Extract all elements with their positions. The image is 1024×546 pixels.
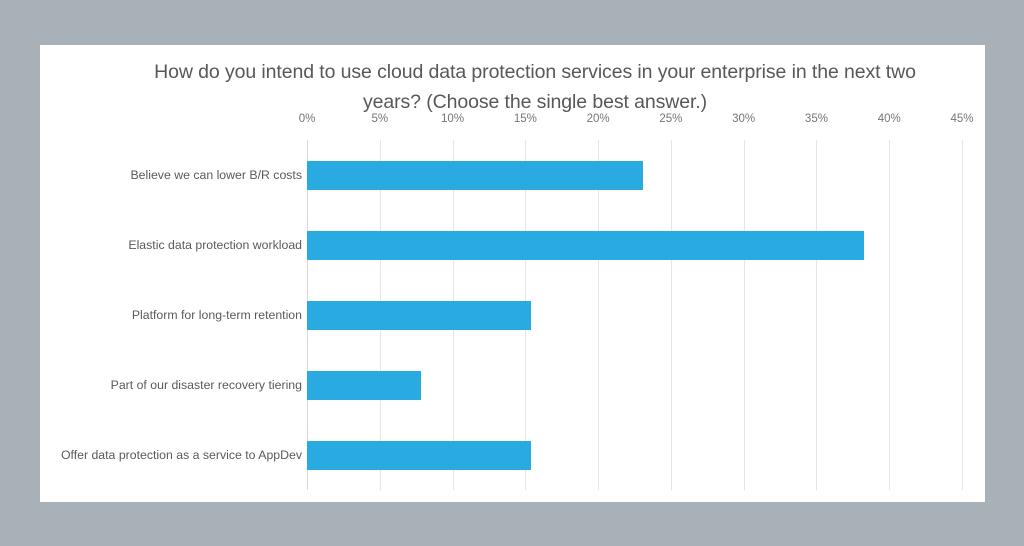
x-tick-label: 10% [441,113,465,125]
x-tick-label: 25% [659,113,683,125]
bar [307,440,532,470]
gridline-35% [816,140,818,490]
gridline-25% [670,140,672,490]
x-tick-label: 0% [298,113,316,125]
bar [307,300,532,330]
chart-card: How do you intend to use cloud data prot… [40,45,985,502]
x-tick-label: 5% [371,113,389,125]
x-axis-tick-labels: 0% 5% 10% 15% 20% 25% 30% 35% 40% 45% [299,113,974,133]
x-tick-label: 30% [732,113,756,125]
gridline-45% [962,140,963,490]
category-label: Part of our disaster recovery tiering [110,377,302,392]
x-tick-label: 40% [877,113,901,125]
x-tick-label: 35% [804,113,828,125]
bar [307,230,865,260]
gridline-40% [889,140,891,490]
x-tick-label: 15% [513,113,537,125]
y-axis-category-labels: Believe we can lower B/R costs Elastic da… [50,140,302,490]
category-label: Platform for long-term retention [131,307,302,322]
bar [307,160,644,190]
category-label: Believe we can lower B/R costs [130,167,302,182]
bar [307,370,421,400]
x-tick-label: 45% [950,113,974,125]
gridline-20% [598,140,600,490]
gridline-30% [743,140,745,490]
x-tick-label: 20% [586,113,610,125]
bar-series [307,140,962,490]
chart-title: How do you intend to use cloud data prot… [154,61,916,113]
category-label: Elastic data protection workload [128,237,302,252]
category-label: Offer data protection as a service to Ap… [60,447,302,462]
